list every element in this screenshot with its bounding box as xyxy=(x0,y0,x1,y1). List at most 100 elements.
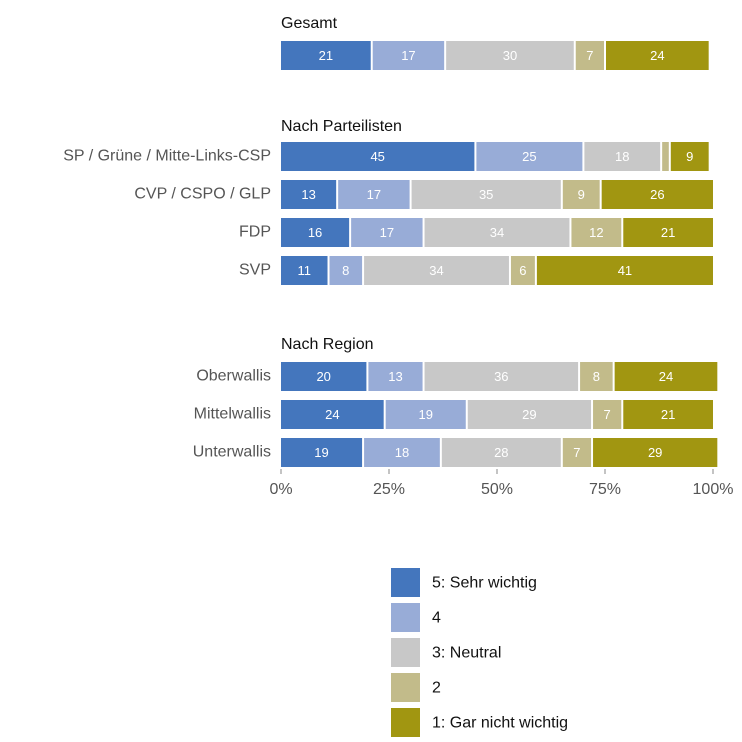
legend-swatch xyxy=(391,638,420,667)
group-title: Nach Region xyxy=(281,336,374,353)
segment-label: 18 xyxy=(395,445,409,460)
segment-label: 21 xyxy=(661,225,675,240)
x-tick-label: 50% xyxy=(481,481,513,498)
bar-segment xyxy=(424,362,579,391)
bar-segment xyxy=(368,362,423,391)
bar-segment xyxy=(281,438,363,467)
segment-label: 6 xyxy=(519,263,526,278)
legend-label: 5: Sehr wichtig xyxy=(432,575,537,592)
bar-segment xyxy=(338,180,410,209)
segment-label: 24 xyxy=(650,48,664,63)
segment-label: 9 xyxy=(578,187,585,202)
bar-segment xyxy=(446,41,574,70)
bar-segment xyxy=(281,362,367,391)
bar-segment xyxy=(364,438,440,467)
segment-label: 28 xyxy=(494,445,508,460)
segment-label: 16 xyxy=(308,225,322,240)
bar-segment xyxy=(281,180,337,209)
segment-label: 19 xyxy=(418,407,432,422)
legend-label: 1: Gar nicht wichtig xyxy=(432,715,568,732)
segment-label: 24 xyxy=(659,369,673,384)
bar-segment xyxy=(281,41,371,70)
bar-segment xyxy=(424,218,570,247)
segment-label: 21 xyxy=(661,407,675,422)
segment-label: 17 xyxy=(401,48,415,63)
group-title: Gesamt xyxy=(281,15,338,32)
bar-segment xyxy=(510,256,535,285)
bar-segment xyxy=(441,438,561,467)
bar-segment xyxy=(623,218,713,247)
segment-label: 21 xyxy=(319,48,333,63)
row-label: CVP / CSPO / GLP xyxy=(134,186,271,203)
legend-label: 2 xyxy=(432,680,441,697)
bar-segment xyxy=(351,218,423,247)
segment-label: 9 xyxy=(686,149,693,164)
bar-segment xyxy=(476,142,583,171)
bar-segment xyxy=(281,256,328,285)
bar-segment xyxy=(281,142,475,171)
segment-label: 7 xyxy=(586,48,593,63)
group-title: Nach Parteilisten xyxy=(281,118,402,135)
bar-segment xyxy=(536,256,713,285)
legend-swatch xyxy=(391,673,420,702)
segment-label: 41 xyxy=(618,263,632,278)
segment-label: 36 xyxy=(494,369,508,384)
segment-label: 13 xyxy=(301,187,315,202)
segment-label: 11 xyxy=(298,263,312,278)
bar-segment xyxy=(364,256,509,285)
bar-segment xyxy=(281,400,384,429)
bar-segment xyxy=(606,41,709,70)
bar-segment xyxy=(571,218,622,247)
segment-label: 29 xyxy=(648,445,662,460)
legend-swatch xyxy=(391,708,420,737)
legend-label: 3: Neutral xyxy=(432,645,501,662)
segment-label: 8 xyxy=(342,263,349,278)
legend-label: 4 xyxy=(432,610,441,627)
x-tick-label: 0% xyxy=(269,481,292,498)
segment-label: 17 xyxy=(380,225,394,240)
segment-label: 29 xyxy=(522,407,536,422)
row-label: Oberwallis xyxy=(196,368,271,385)
bar-segment xyxy=(662,142,669,171)
legend-swatch xyxy=(391,568,420,597)
x-tick-label: 75% xyxy=(589,481,621,498)
segment-label: 7 xyxy=(604,407,611,422)
row-label: SVP xyxy=(239,262,271,279)
bar-segment xyxy=(623,400,713,429)
segment-label: 7 xyxy=(573,445,580,460)
bar-segment xyxy=(329,256,363,285)
bar-segment xyxy=(467,400,592,429)
segment-label: 26 xyxy=(650,187,664,202)
bar-segment xyxy=(580,362,613,391)
x-tick-label: 100% xyxy=(693,481,734,498)
row-label: SP / Grüne / Mitte-Links-CSP xyxy=(63,148,271,165)
segment-label: 17 xyxy=(367,187,381,202)
segment-label: 34 xyxy=(429,263,443,278)
segment-label: 35 xyxy=(479,187,493,202)
bar-segment xyxy=(584,142,661,171)
bar-segment xyxy=(670,142,709,171)
bar-segment xyxy=(593,400,622,429)
bar-segment xyxy=(372,41,445,70)
segment-label: 25 xyxy=(522,149,536,164)
x-tick-label: 25% xyxy=(373,481,405,498)
legend-swatch xyxy=(391,603,420,632)
bar-segment xyxy=(593,438,718,467)
bar-segment xyxy=(281,218,350,247)
segment-label: 34 xyxy=(490,225,504,240)
bar-segment xyxy=(575,41,604,70)
bar-segment xyxy=(562,180,600,209)
row-label: FDP xyxy=(239,224,271,241)
segment-label: 24 xyxy=(325,407,339,422)
bar-segment xyxy=(601,180,713,209)
segment-label: 12 xyxy=(589,225,603,240)
bar-segment xyxy=(385,400,466,429)
bar-segment xyxy=(562,438,592,467)
segment-label: 20 xyxy=(316,369,330,384)
segment-label: 30 xyxy=(503,48,517,63)
row-label: Mittelwallis xyxy=(194,406,271,423)
segment-label: 18 xyxy=(615,149,629,164)
bar-segment xyxy=(614,362,718,391)
segment-label: 13 xyxy=(388,369,402,384)
